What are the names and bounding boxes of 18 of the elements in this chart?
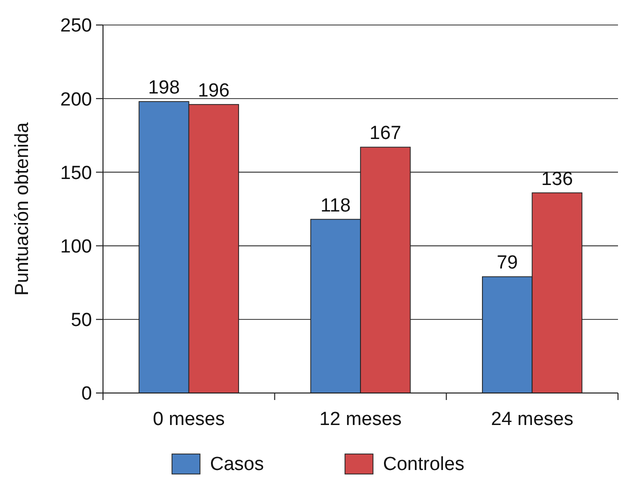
y-tick-label: 200	[60, 89, 92, 110]
y-tick-label: 50	[70, 310, 92, 332]
data-label: 167	[370, 123, 402, 144]
data-label: 136	[541, 168, 573, 190]
x-tick-label: 0 meses	[152, 409, 225, 430]
data-label: 79	[496, 252, 518, 274]
y-tick-label: 100	[60, 236, 92, 258]
data-label: 196	[198, 80, 230, 102]
y-tick-label: 0	[81, 384, 92, 405]
legend-label: Controles	[383, 454, 464, 475]
y-tick-label: 250	[60, 16, 92, 37]
data-label: 198	[148, 78, 180, 99]
y-tick-label: 150	[60, 162, 92, 184]
x-tick-label: 24 meses	[490, 409, 574, 430]
data-label: 118	[320, 195, 351, 216]
legend-label: Casos	[210, 454, 264, 475]
y-axis-title: Puntuación obtenida	[12, 122, 33, 296]
x-tick-label: 12 meses	[319, 409, 402, 430]
